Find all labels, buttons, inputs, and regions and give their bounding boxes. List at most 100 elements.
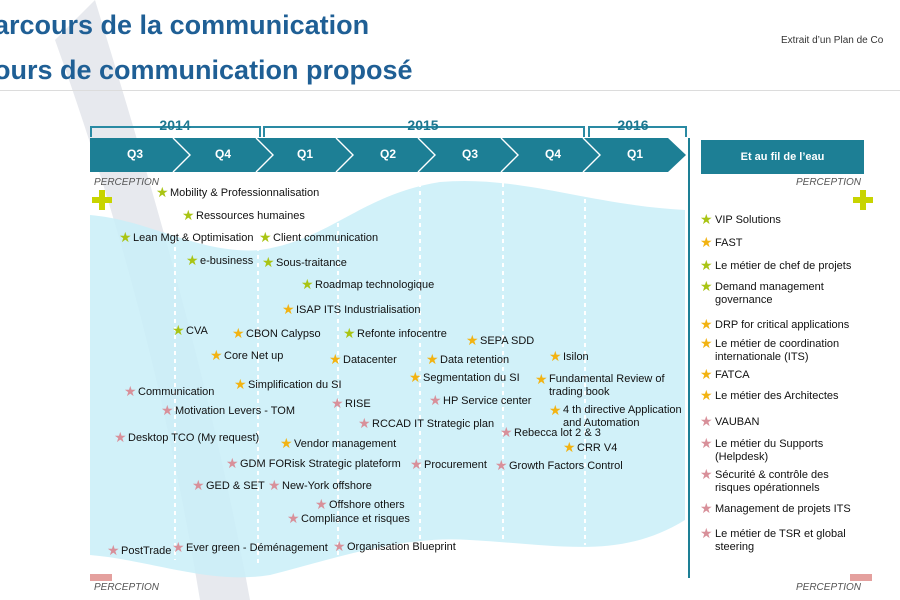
timeline-item: ★Isilon	[549, 348, 589, 364]
star-icon: ★	[410, 456, 423, 472]
year-bracket-2016	[588, 126, 687, 137]
minus-icon	[90, 574, 112, 581]
star-icon: ★	[301, 276, 314, 292]
star-icon: ★	[549, 402, 562, 418]
perception-label-top-left: PERCEPTION	[94, 177, 160, 188]
star-icon: ★	[315, 496, 328, 512]
quarter-label: Q1	[296, 147, 313, 161]
star-icon: ★	[287, 510, 300, 526]
perception-label-bottom-right: PERCEPTION	[796, 582, 862, 593]
side-item: ★ VIP Solutions	[700, 211, 781, 227]
side-item: ★ Le métier du Supports (Helpdesk)	[700, 435, 824, 463]
panel-divider	[688, 138, 690, 578]
timeline-item: ★Datacenter	[329, 351, 397, 367]
timeline-item: ★Simplification du SI	[234, 376, 342, 392]
chevron-dividers	[172, 137, 601, 173]
star-icon: ★	[329, 351, 342, 367]
star-icon: ★	[700, 387, 713, 403]
star-icon: ★	[107, 542, 120, 558]
star-icon: ★	[700, 435, 713, 451]
star-icon: ★	[172, 322, 185, 338]
side-item: ★ DRP for critical applications	[700, 316, 850, 332]
star-icon: ★	[282, 301, 295, 317]
side-item: ★ Le métier de TSR et global steering	[700, 525, 846, 553]
star-icon: ★	[186, 252, 199, 268]
timeline-item: ★Mobility & Professionnalisation	[156, 184, 320, 200]
blue-wave	[90, 180, 685, 578]
timeline-item: ★Data retention	[426, 351, 510, 367]
star-icon: ★	[343, 325, 356, 341]
side-item: ★ Demand management governance	[700, 278, 824, 306]
timeline-item: ★Refonte infocentre	[343, 325, 447, 341]
timeline-item: ★PostTrade	[107, 542, 172, 558]
year-label-2014: 2014	[159, 117, 191, 133]
timeline-item: ★Core Net up	[210, 347, 284, 363]
star-icon: ★	[700, 500, 713, 516]
timeline-item: ★Ever green - Déménagement	[172, 539, 328, 555]
timeline-item: ★ISAP ITS Industrialisation	[282, 301, 421, 317]
star-icon: ★	[535, 371, 548, 387]
timeline-item: ★Segmentation du SI	[409, 369, 520, 385]
side-item: ★ Le métier de chef de projets	[700, 257, 852, 273]
star-icon: ★	[226, 455, 239, 471]
star-icon: ★	[495, 457, 508, 473]
timeline-item: ★Ressources humaines	[182, 207, 305, 223]
star-icon: ★	[563, 439, 576, 455]
star-icon: ★	[119, 229, 132, 245]
quarter-label: Q3	[126, 147, 143, 161]
page-title-line1: arcours de la communication	[0, 10, 370, 40]
star-icon: ★	[700, 335, 713, 351]
star-icon: ★	[549, 348, 562, 364]
star-icon: ★	[700, 278, 713, 294]
perception-label-bottom-left: PERCEPTION	[94, 582, 160, 593]
timeline-item: ★Roadmap technologique	[301, 276, 435, 292]
timeline-item: ★RCCAD IT Strategic plan	[358, 415, 495, 431]
timeline-item: ★New-York offshore	[268, 477, 372, 493]
timeline-item: ★Rebecca lot 2 & 3	[500, 424, 601, 440]
timeline-item: ★Compliance et risques	[287, 510, 410, 526]
star-icon: ★	[182, 207, 195, 223]
quarter-label: Q2	[379, 147, 396, 161]
star-icon: ★	[333, 538, 346, 554]
timeline-item: ★SEPA SDD	[466, 332, 535, 348]
star-icon: ★	[156, 184, 169, 200]
star-icon: ★	[700, 413, 713, 429]
year-label-2016: 2016	[617, 117, 649, 133]
plus-icon	[853, 190, 873, 210]
timeline-item: ★Lean Mgt & Optimisation	[119, 229, 254, 245]
side-item: ★ FAST	[700, 234, 743, 250]
star-icon: ★	[700, 234, 713, 250]
header-divider	[0, 90, 900, 91]
star-icon: ★	[234, 376, 247, 392]
star-icon: ★	[700, 466, 713, 482]
star-icon: ★	[700, 211, 713, 227]
star-icon: ★	[700, 316, 713, 332]
timeline-item: ★CVA	[172, 322, 208, 338]
star-icon: ★	[124, 383, 137, 399]
year-label-2015: 2015	[407, 117, 439, 133]
timeline-item: ★Offshore others	[315, 496, 405, 512]
star-icon: ★	[268, 477, 281, 493]
side-item: ★ Le métier des Architectes	[700, 387, 839, 403]
star-icon: ★	[161, 402, 174, 418]
year-bracket-2015	[263, 126, 585, 137]
star-icon: ★	[172, 539, 185, 555]
star-icon: ★	[210, 347, 223, 363]
timeline-item: ★CRR V4	[563, 439, 618, 455]
timeline-item: ★CBON Calypso	[232, 325, 321, 341]
extract-note: Extrait d’un Plan de Co	[781, 35, 884, 46]
quarter-separators	[174, 175, 586, 565]
star-icon: ★	[232, 325, 245, 341]
quarter-label: Q1	[626, 147, 643, 161]
timeline-band	[90, 138, 686, 172]
page-title-line2: ours de communication proposé	[0, 55, 413, 85]
timeline-item: ★Procurement	[410, 456, 487, 472]
star-icon: ★	[331, 395, 344, 411]
timeline-item: ★Sous-traitance	[262, 254, 347, 270]
side-item: ★ FATCA	[700, 366, 750, 382]
star-icon: ★	[280, 435, 293, 451]
star-icon: ★	[700, 257, 713, 273]
timeline-item: ★Client communication	[259, 229, 379, 245]
side-item: ★ Management de projets ITS	[700, 500, 851, 516]
